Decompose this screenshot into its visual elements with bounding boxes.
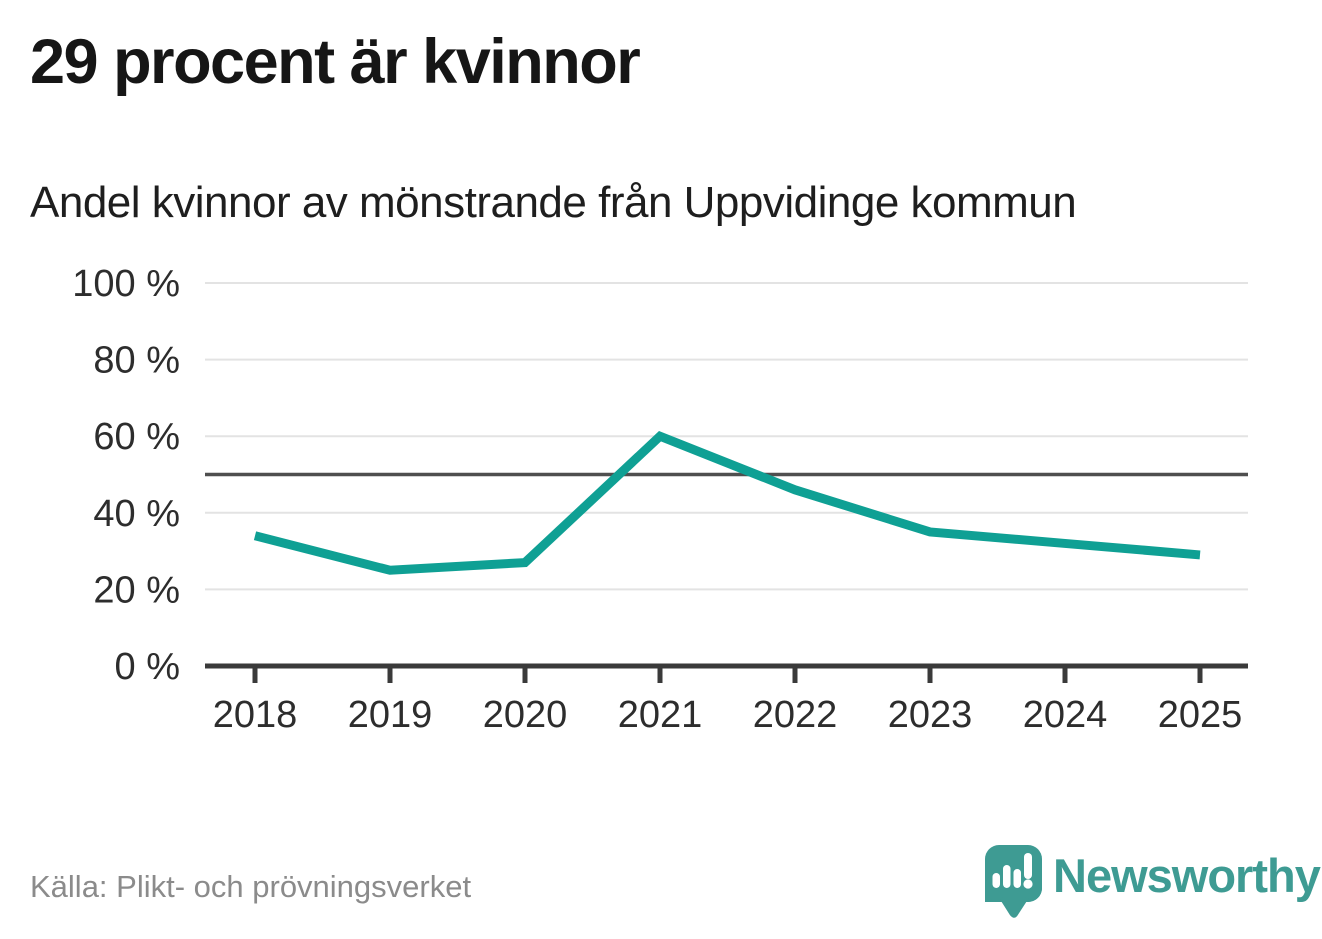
y-tick-label: 0 % — [115, 646, 180, 688]
x-tick-label: 2021 — [618, 694, 703, 736]
logo-bar-1 — [992, 873, 1000, 888]
x-tick-label: 2022 — [753, 694, 838, 736]
newsworthy-logo-icon — [985, 845, 1042, 918]
x-tick-label: 2025 — [1158, 694, 1243, 736]
y-tick-label: 20 % — [93, 569, 180, 611]
x-tick-label: 2018 — [213, 694, 298, 736]
logo-exclamation-bar — [1024, 853, 1032, 879]
source-note: Källa: Plikt- och prövningsverket — [30, 869, 472, 904]
logo-exclamation-dot — [1023, 879, 1033, 889]
y-tick-label: 60 % — [93, 416, 180, 458]
page-title: 29 procent är kvinnor — [30, 27, 641, 97]
x-tick-label: 2023 — [888, 694, 973, 736]
y-tick-label: 100 % — [72, 263, 180, 305]
x-tick-label: 2020 — [483, 694, 568, 736]
y-tick-label: 80 % — [93, 340, 180, 382]
x-tick-label: 2019 — [348, 694, 433, 736]
logo-bar-2 — [1003, 865, 1011, 888]
newsworthy-logo: Newsworthy — [985, 845, 1321, 919]
logo-bubble-tail — [997, 893, 1031, 918]
y-tick-label: 40 % — [93, 493, 180, 535]
logo-bar-3 — [1013, 869, 1021, 888]
data-line-series — [253, 430, 1201, 575]
x-tick-label: 2024 — [1023, 694, 1108, 736]
chart-subtitle: Andel kvinnor av mönstrande från Uppvidi… — [30, 178, 1077, 227]
newsworthy-wordmark: Newsworthy — [1053, 849, 1321, 902]
